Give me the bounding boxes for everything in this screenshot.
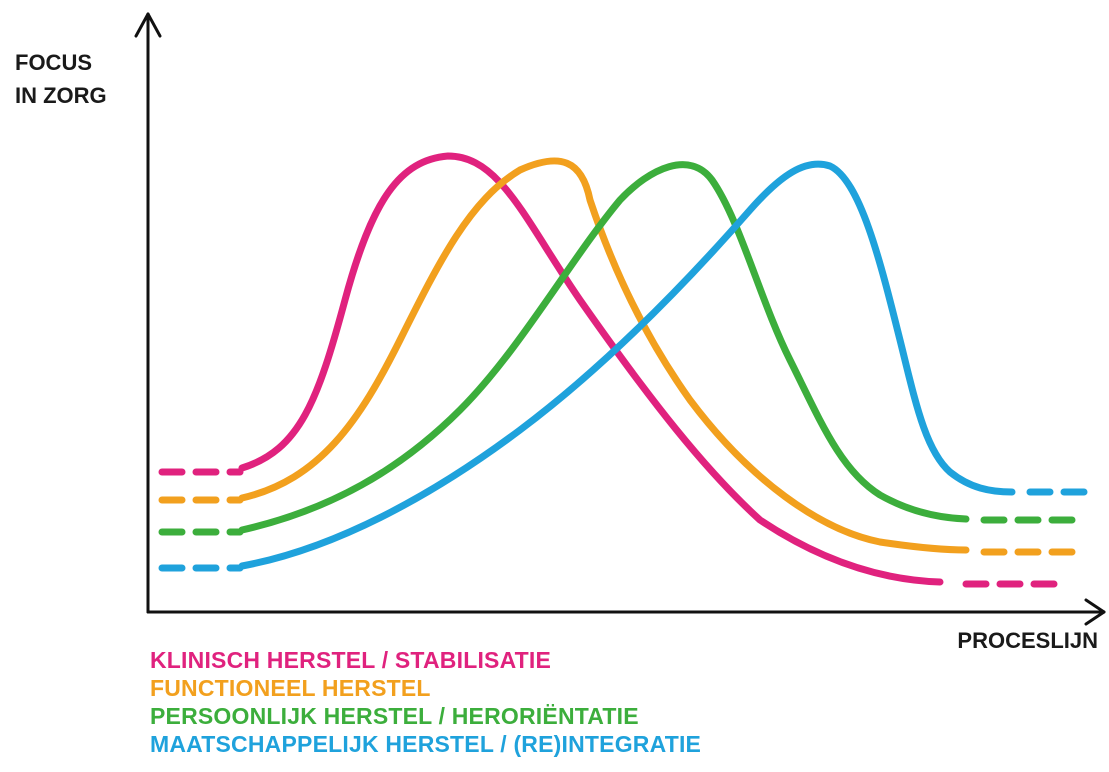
curve-persoonlijk-herstel-line [238, 161, 970, 534]
axes [134, 12, 1106, 626]
legend-item-persoonlijk-herstel: PERSOONLIJK HERSTEL / HERORIËNTATIE [150, 703, 639, 729]
x-axis-label: PROCESLIJN [957, 628, 1098, 653]
curves [158, 152, 1100, 588]
y-axis-arrowhead [134, 12, 162, 38]
y-axis-label: FOCUS IN ZORG [15, 50, 107, 108]
legend-item-klinisch-herstel: KLINISCH HERSTEL / STABILISATIE [150, 647, 552, 673]
legend: KLINISCH HERSTEL / STABILISATIE FUNCTION… [150, 646, 701, 758]
curve-functioneel-herstel-line [238, 157, 970, 554]
curve-maatschappelijk-herstel-line [238, 160, 1016, 570]
legend-item-functioneel-herstel: FUNCTIONEEL HERSTEL [150, 675, 431, 701]
x-axis-arrowhead [1084, 598, 1106, 626]
curve-persoonlijk-herstel [158, 161, 1088, 536]
legend-item-maatschappelijk-herstel: MAATSCHAPPELIJK HERSTEL / (RE)INTEGRATIE [150, 731, 702, 757]
curve-klinisch-herstel-line [238, 152, 944, 586]
curve-maatschappelijk-herstel [158, 160, 1100, 572]
curve-functioneel-herstel [158, 157, 1088, 556]
curve-klinisch-herstel [158, 152, 1070, 588]
